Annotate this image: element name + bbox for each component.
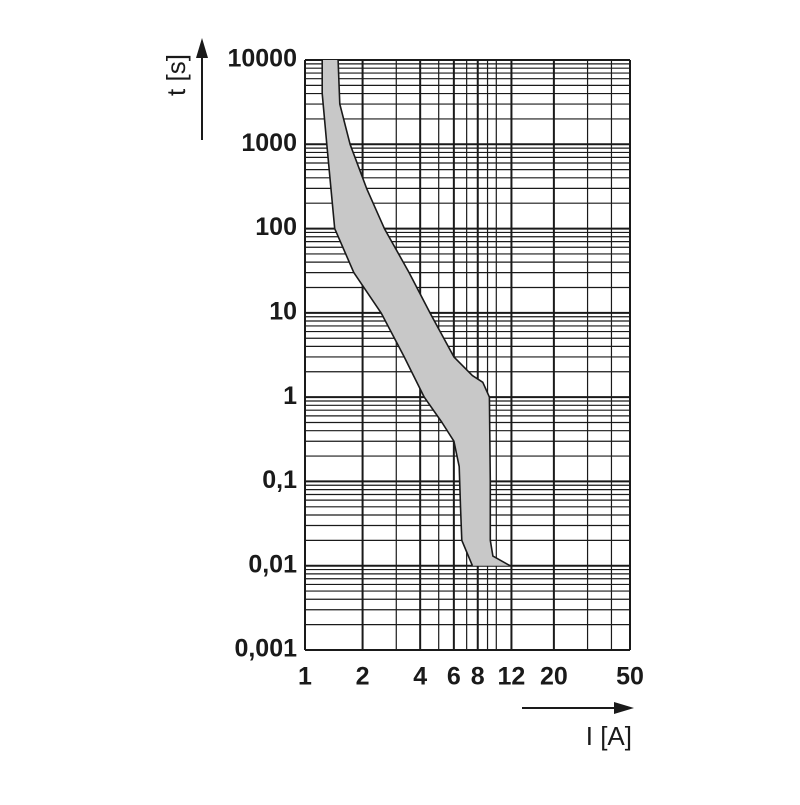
curve	[321, 60, 474, 567]
y-tick-label: 0,1	[262, 466, 297, 494]
x-arrow-head	[614, 702, 634, 714]
x-tick-label: 6	[447, 663, 461, 691]
y-tick-label: 10	[269, 297, 297, 325]
y-tick-label: 1	[283, 382, 297, 410]
x-tick-label: 20	[540, 663, 568, 691]
y-tick-label: 0,001	[234, 635, 297, 663]
curve	[337, 59, 511, 567]
x-tick-label: 12	[498, 663, 526, 691]
y-axis-label: t [s]	[161, 54, 191, 96]
x-tick-label: 1	[298, 663, 312, 691]
grid	[304, 59, 631, 651]
x-tick-label: 8	[471, 663, 485, 691]
x-tick-label: 4	[413, 663, 427, 691]
y-tick-label: 10000	[227, 45, 297, 73]
band-fill	[322, 60, 511, 566]
y-tick-label: 0,01	[248, 550, 297, 578]
y-tick-label: 100	[255, 213, 297, 241]
x-tick-label: 2	[356, 663, 370, 691]
y-tick-label: 1000	[241, 129, 297, 157]
x-tick-label: 50	[616, 663, 644, 691]
x-axis-label: I [A]	[586, 721, 632, 751]
y-arrow-head	[196, 38, 208, 58]
